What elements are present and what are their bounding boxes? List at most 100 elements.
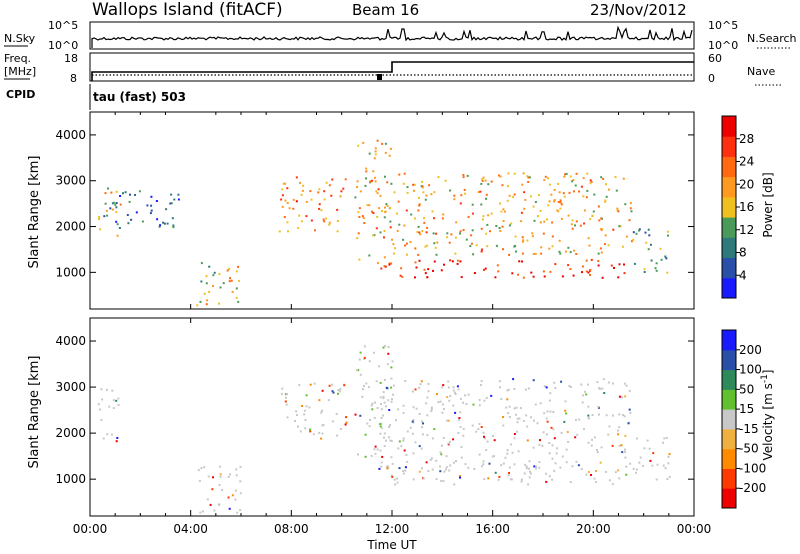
echo-cell: [527, 176, 530, 179]
echo-cell: [281, 194, 284, 197]
echo-cell: [536, 422, 539, 425]
echo-cell: [108, 405, 111, 408]
echo-cell: [624, 203, 627, 206]
echo-cell: [404, 469, 407, 472]
echo-cell: [497, 478, 500, 481]
echo-cell: [487, 477, 490, 480]
echo-cell: [431, 210, 434, 213]
echo-cell: [601, 387, 604, 390]
echo-cell: [112, 201, 115, 204]
echo-cell: [614, 176, 617, 178]
echo-cell: [402, 238, 405, 241]
colorbar-tick-label: -50: [739, 442, 759, 456]
echo-cell: [386, 363, 389, 366]
echo-cell: [552, 428, 555, 431]
echo-cell: [532, 379, 535, 382]
echo-cell: [454, 391, 456, 394]
echo-cell: [485, 232, 488, 235]
echo-cell: [483, 268, 485, 271]
echo-cell: [565, 448, 568, 451]
echo-cell: [598, 219, 601, 222]
echo-cell: [567, 214, 570, 217]
echo-cell: [519, 407, 522, 410]
echo-cell: [379, 194, 382, 197]
echo-cell: [459, 202, 462, 205]
echo-cell: [285, 396, 287, 399]
sky-right-tick-top: 10^5: [708, 19, 738, 32]
echo-cell: [390, 182, 393, 185]
echo-cell: [437, 401, 440, 404]
echo-cell: [545, 472, 548, 475]
echo-cell: [384, 265, 387, 268]
echo-cell: [392, 384, 395, 387]
echo-cell: [383, 378, 386, 381]
echo-cell: [488, 462, 491, 465]
time-tick-label: 00:00: [73, 522, 108, 536]
echo-cell: [411, 432, 414, 435]
sky-panel: N.Sky 10^5 10^0 10^5 10^0 N.Search: [4, 19, 797, 52]
echo-cell: [498, 475, 501, 478]
echo-cell: [163, 222, 166, 225]
echo-cell: [551, 478, 554, 481]
echo-cell: [554, 462, 557, 465]
echo-cell: [102, 437, 105, 440]
echo-cell: [616, 209, 619, 212]
echo-cell: [564, 173, 567, 176]
echo-cell: [616, 207, 619, 210]
echo-cell: [331, 420, 334, 423]
echo-cell: [328, 221, 331, 224]
echo-cell: [286, 393, 289, 396]
echo-cell: [553, 200, 555, 203]
echo-cell: [383, 256, 386, 259]
echo-cell: [402, 182, 405, 185]
echo-cell: [281, 387, 284, 390]
echo-cell: [559, 199, 562, 202]
echo-cell: [177, 198, 180, 201]
echo-cell: [363, 222, 366, 224]
echo-cell: [439, 400, 442, 403]
echo-cell: [522, 239, 525, 242]
echo-cell: [156, 218, 159, 221]
echo-cell: [362, 388, 364, 391]
echo-cell: [448, 399, 451, 402]
echo-cell: [339, 428, 342, 431]
echo-cell: [456, 385, 459, 388]
echo-cell: [668, 453, 671, 456]
echo-cell: [602, 177, 605, 180]
echo-cell: [206, 498, 209, 501]
echo-cell: [435, 393, 438, 396]
echo-cell: [548, 399, 551, 402]
echo-cell: [441, 386, 444, 389]
echo-cell: [371, 179, 373, 182]
echo-cell: [597, 405, 600, 408]
echo-cell: [447, 386, 450, 389]
echo-cell: [471, 203, 474, 206]
range-tick-label: 3000: [55, 174, 86, 188]
echo-cell: [308, 406, 311, 409]
echo-cell: [236, 511, 239, 514]
echo-cell: [480, 250, 483, 253]
echo-cell: [593, 477, 596, 480]
echo-cell: [529, 472, 532, 475]
echo-cell: [383, 230, 386, 232]
sky-panel-frame: [89, 21, 695, 50]
echo-cell: [418, 470, 421, 473]
echo-cell: [449, 464, 452, 467]
echo-cell: [285, 403, 288, 406]
range-tick-label: 2000: [55, 220, 86, 234]
echo-cell: [325, 181, 328, 184]
echo-cell: [309, 428, 311, 431]
velocity-echo-cells: [97, 345, 671, 514]
echo-cell: [569, 268, 572, 270]
echo-cell: [618, 413, 621, 416]
echo-cell: [485, 397, 488, 399]
echo-cell: [581, 265, 584, 268]
echo-cell: [418, 204, 421, 207]
echo-cell: [150, 209, 153, 212]
echo-cell: [98, 218, 101, 221]
echo-cell: [111, 433, 113, 436]
power-echo-cells: [98, 139, 669, 307]
echo-cell: [480, 380, 483, 383]
echo-cell: [421, 467, 423, 470]
echo-cell: [499, 386, 501, 389]
